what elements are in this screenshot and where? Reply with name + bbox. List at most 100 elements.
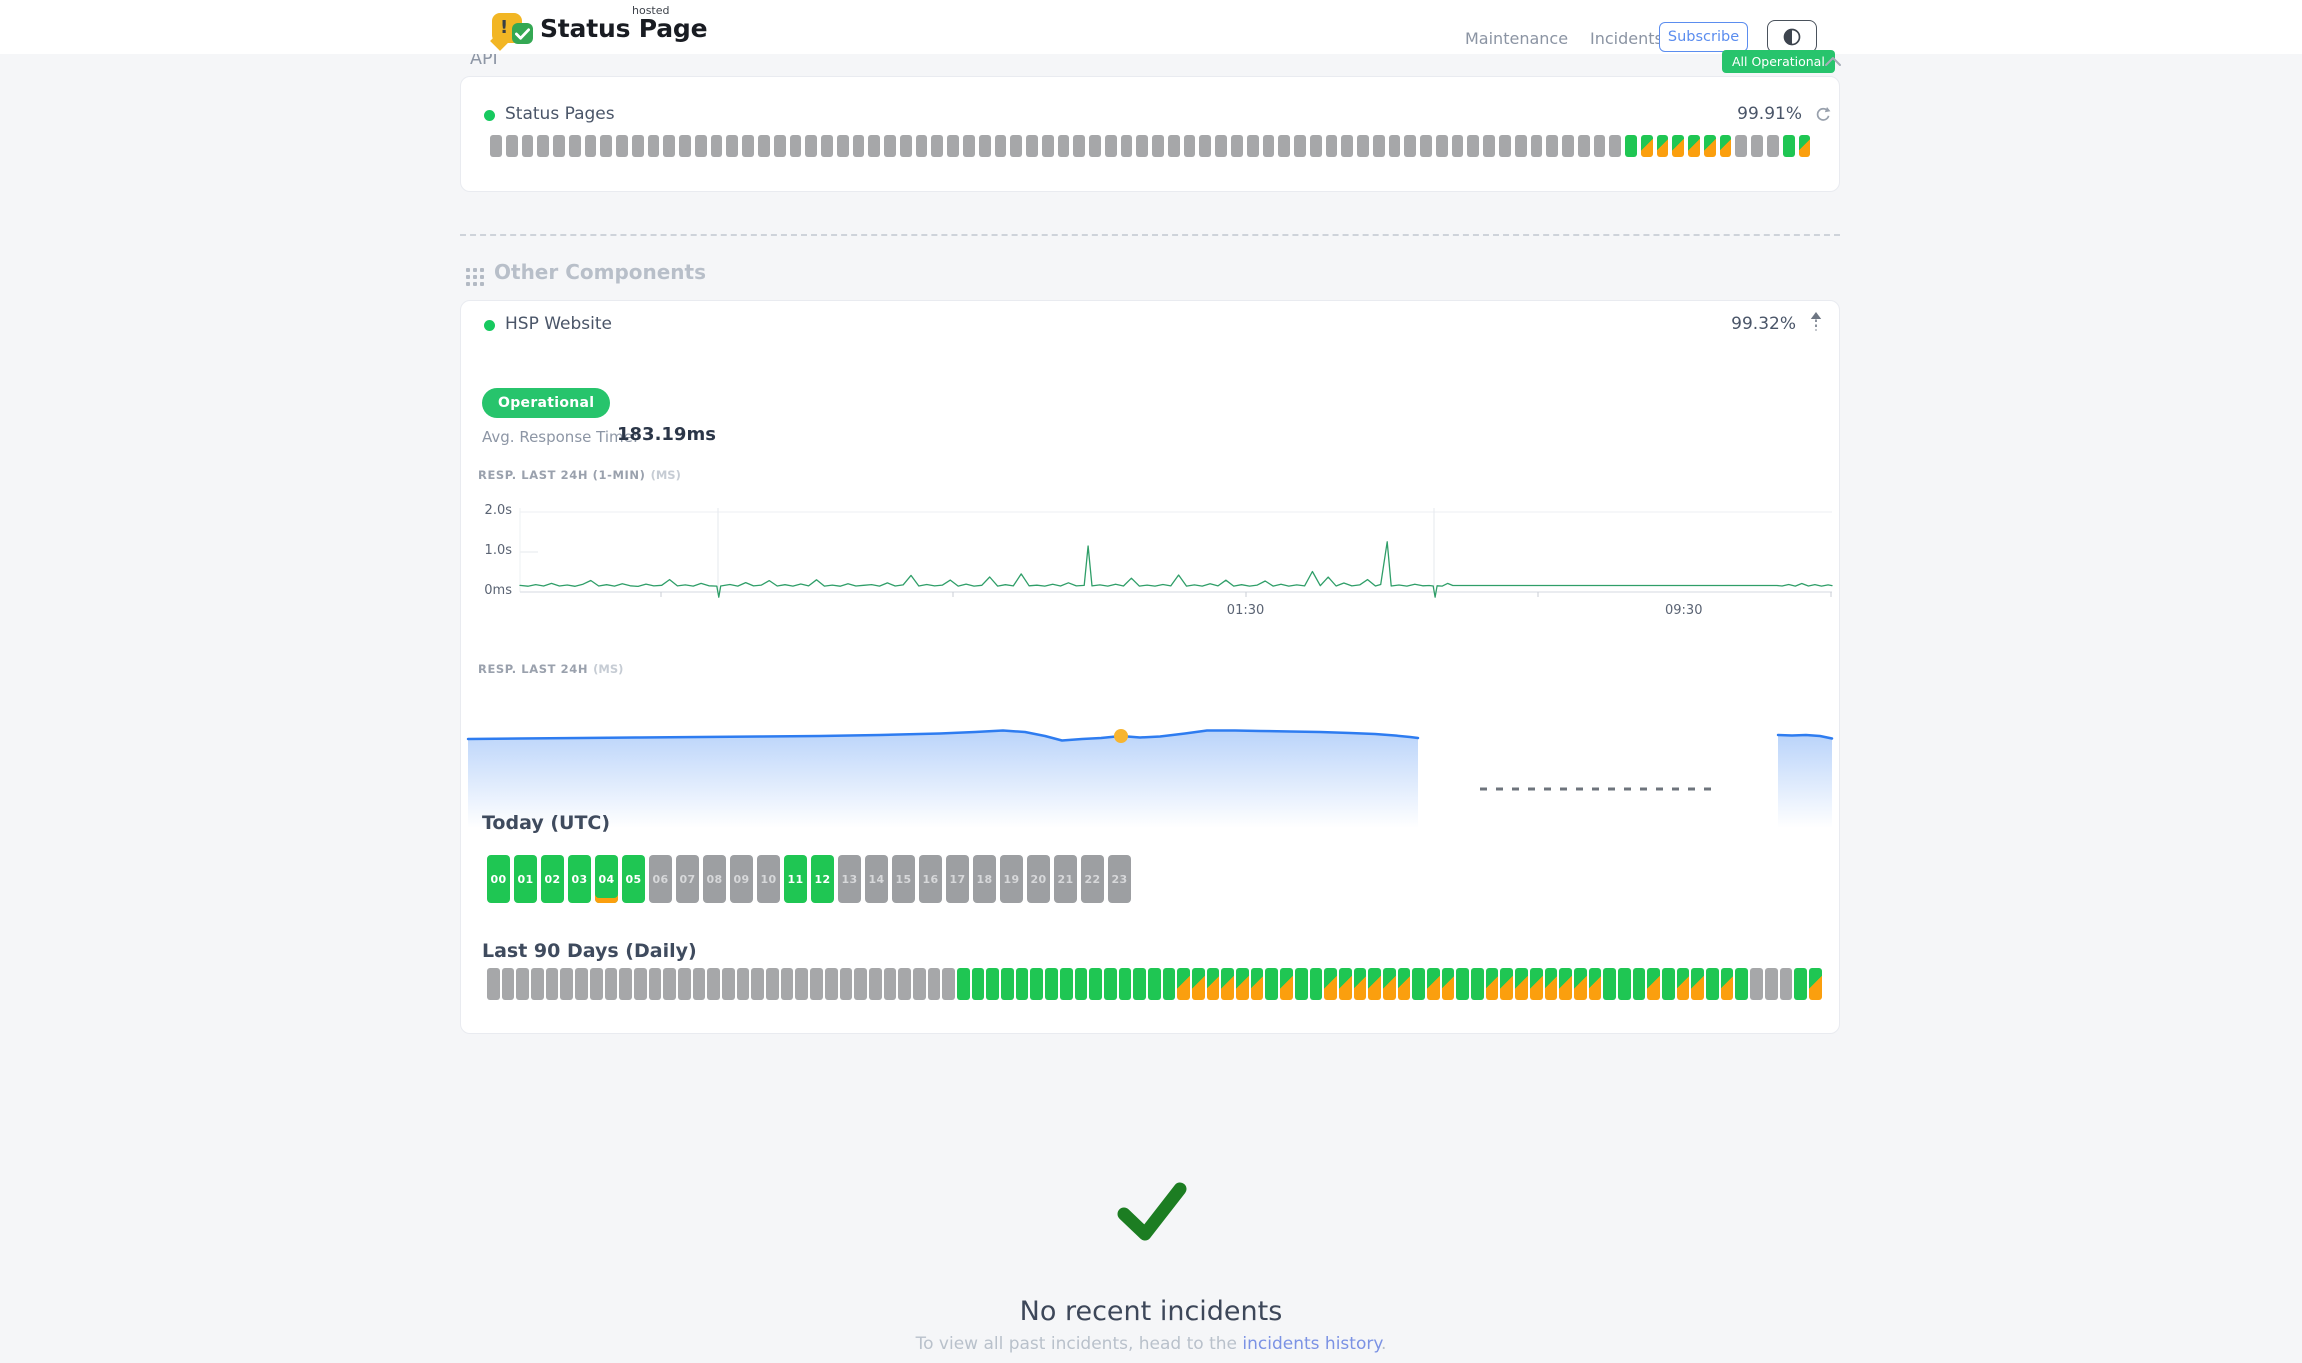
uptime-bar[interactable]	[1427, 968, 1440, 1000]
uptime-bar[interactable]	[868, 135, 881, 157]
uptime-bar[interactable]	[1647, 968, 1660, 1000]
hour-block[interactable]: 00	[487, 855, 510, 903]
uptime-bar[interactable]	[912, 968, 926, 1000]
uptime-bar[interactable]	[1441, 968, 1455, 1000]
uptime-bar[interactable]	[1632, 968, 1646, 1000]
hour-block[interactable]: 09	[730, 855, 753, 903]
uptime-bar[interactable]	[722, 968, 735, 1000]
uptime-bar[interactable]	[1368, 968, 1381, 1000]
uptime-bar[interactable]	[1325, 135, 1338, 157]
uptime-bar[interactable]	[957, 968, 970, 1000]
hour-block[interactable]: 06	[649, 855, 672, 903]
hour-block[interactable]: 12	[811, 855, 834, 903]
uptime-bar[interactable]	[1162, 968, 1176, 1000]
uptime-bar[interactable]	[1059, 968, 1073, 1000]
uptime-bar[interactable]	[1767, 135, 1779, 157]
refresh-icon[interactable]	[1814, 106, 1831, 123]
uptime-bar[interactable]	[1544, 968, 1558, 1000]
uptime-bar[interactable]	[575, 968, 588, 1000]
uptime-bar[interactable]	[631, 135, 644, 157]
uptime-bar[interactable]	[1672, 135, 1685, 157]
uptime-bar[interactable]	[1720, 968, 1734, 1000]
hour-block[interactable]: 21	[1054, 855, 1077, 903]
uptime-bar[interactable]	[868, 968, 882, 1000]
uptime-bar[interactable]	[805, 135, 818, 157]
uptime-bar[interactable]	[742, 135, 755, 157]
uptime-bar[interactable]	[1199, 135, 1212, 157]
uptime-bar[interactable]	[795, 968, 809, 1000]
uptime-bar[interactable]	[1294, 135, 1306, 157]
uptime-bar[interactable]	[1236, 968, 1249, 1000]
uptime-bar[interactable]	[852, 135, 865, 157]
uptime-bar[interactable]	[751, 968, 765, 1000]
uptime-bar[interactable]	[899, 135, 912, 157]
hour-block[interactable]: 10	[757, 855, 780, 903]
uptime-bar[interactable]	[1057, 135, 1070, 157]
uptime-bar[interactable]	[505, 135, 518, 157]
uptime-bar[interactable]	[1676, 968, 1690, 1000]
hour-block[interactable]: 04	[595, 855, 618, 903]
uptime-bar[interactable]	[810, 968, 823, 1000]
hour-block[interactable]: 20	[1027, 855, 1050, 903]
uptime-bar[interactable]	[1294, 968, 1308, 1000]
uptime-bar[interactable]	[1397, 968, 1411, 1000]
uptime-bar[interactable]	[1500, 968, 1514, 1000]
hour-block[interactable]: 07	[676, 855, 699, 903]
uptime-bar[interactable]	[1719, 135, 1732, 157]
uptime-bar[interactable]	[947, 135, 959, 157]
uptime-bar[interactable]	[1030, 968, 1044, 1000]
hour-block[interactable]: 02	[541, 855, 564, 903]
uptime-bar[interactable]	[1230, 135, 1243, 157]
uptime-bar[interactable]	[1104, 135, 1117, 157]
hour-block[interactable]: 01	[514, 855, 537, 903]
uptime-bar[interactable]	[589, 968, 603, 1000]
uptime-bar[interactable]	[1015, 968, 1029, 1000]
uptime-bar[interactable]	[521, 135, 534, 157]
uptime-bar[interactable]	[1529, 968, 1543, 1000]
uptime-bar[interactable]	[600, 135, 613, 157]
uptime-bar[interactable]	[1735, 968, 1749, 1000]
hour-block[interactable]: 15	[892, 855, 915, 903]
uptime-bar[interactable]	[1221, 968, 1235, 1000]
uptime-bar[interactable]	[1435, 135, 1448, 157]
hour-block[interactable]: 05	[622, 855, 645, 903]
uptime-bar[interactable]	[942, 968, 955, 1000]
subscribe-button[interactable]: Subscribe	[1659, 22, 1748, 52]
uptime-bar[interactable]	[994, 135, 1007, 157]
uptime-bar[interactable]	[780, 968, 794, 1000]
uptime-bar[interactable]	[1577, 135, 1590, 157]
uptime-bar[interactable]	[692, 968, 706, 1000]
uptime-bar[interactable]	[1593, 135, 1606, 157]
uptime-bar[interactable]	[694, 135, 707, 157]
uptime-bar[interactable]	[1074, 968, 1088, 1000]
uptime-bar[interactable]	[568, 135, 581, 157]
hour-block[interactable]: 14	[865, 855, 888, 903]
uptime-bar[interactable]	[1215, 135, 1227, 157]
uptime-bar[interactable]	[1808, 968, 1822, 1000]
hour-block[interactable]: 08	[703, 855, 726, 903]
logo-check-icon[interactable]	[512, 23, 533, 44]
uptime-bar[interactable]	[1206, 968, 1220, 1000]
nav-incidents[interactable]: Incidents	[1590, 29, 1663, 48]
uptime-bar[interactable]	[1420, 135, 1432, 157]
uptime-bar[interactable]	[604, 968, 618, 1000]
uptime-bar[interactable]	[736, 968, 750, 1000]
uptime-bar[interactable]	[789, 135, 802, 157]
uptime-bar[interactable]	[1177, 968, 1190, 1000]
uptime-bar[interactable]	[545, 968, 559, 1000]
uptime-bar[interactable]	[707, 968, 720, 1000]
uptime-bar[interactable]	[1353, 968, 1367, 1000]
uptime-bar[interactable]	[971, 968, 985, 1000]
hour-block[interactable]: 03	[568, 855, 591, 903]
uptime-bar[interactable]	[1136, 135, 1149, 157]
uptime-bar[interactable]	[1246, 135, 1259, 157]
uptime-bar[interactable]	[1573, 968, 1587, 1000]
uptime-bar[interactable]	[758, 135, 770, 157]
uptime-bar[interactable]	[1750, 968, 1763, 1000]
uptime-bar[interactable]	[1357, 135, 1369, 157]
uptime-bar[interactable]	[1688, 135, 1700, 157]
uptime-bar[interactable]	[1794, 968, 1807, 1000]
uptime-bar[interactable]	[1045, 968, 1058, 1000]
uptime-bar[interactable]	[1089, 968, 1102, 1000]
uptime-bar[interactable]	[1167, 135, 1180, 157]
